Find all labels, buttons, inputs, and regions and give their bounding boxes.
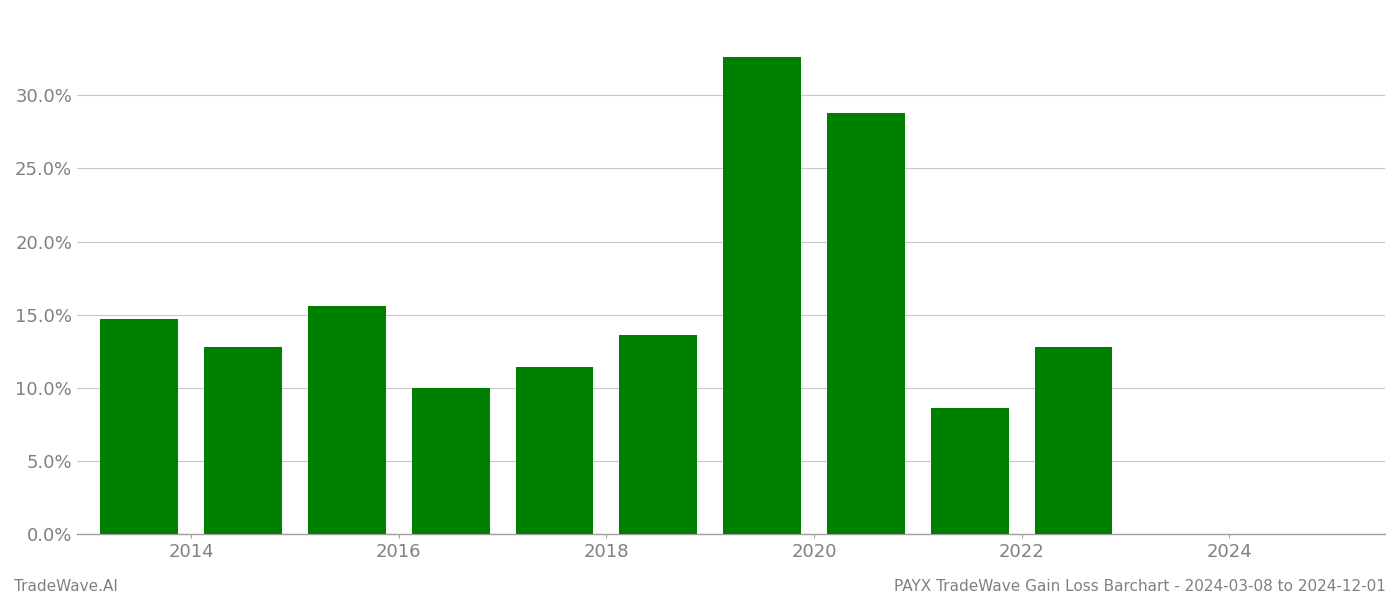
Bar <box>101 319 178 534</box>
Text: TradeWave.AI: TradeWave.AI <box>14 579 118 594</box>
Bar <box>931 408 1008 534</box>
Bar <box>308 306 386 534</box>
Bar <box>204 347 281 534</box>
Bar <box>515 367 594 534</box>
Bar <box>724 58 801 534</box>
Bar <box>619 335 697 534</box>
Bar <box>412 388 490 534</box>
Bar <box>827 113 904 534</box>
Text: PAYX TradeWave Gain Loss Barchart - 2024-03-08 to 2024-12-01: PAYX TradeWave Gain Loss Barchart - 2024… <box>895 579 1386 594</box>
Bar <box>1035 347 1113 534</box>
